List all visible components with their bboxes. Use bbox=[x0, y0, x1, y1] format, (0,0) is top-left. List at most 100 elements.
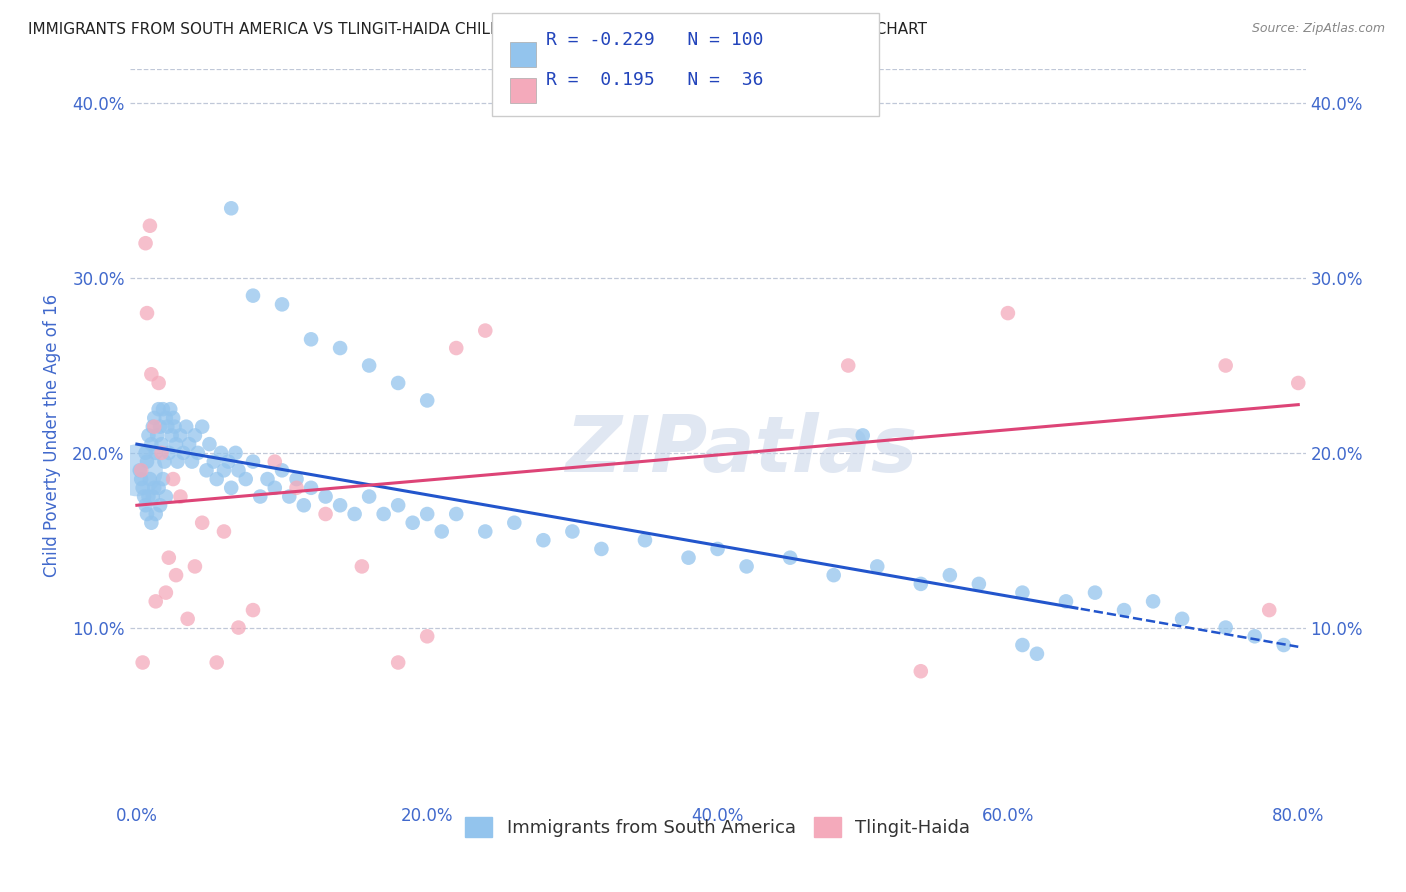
Point bbox=[148, 402, 170, 417]
Point bbox=[315, 490, 337, 504]
Point bbox=[184, 428, 207, 442]
Point bbox=[162, 472, 184, 486]
Point bbox=[866, 559, 889, 574]
Point bbox=[837, 359, 859, 373]
Point bbox=[416, 629, 439, 643]
Point bbox=[165, 568, 187, 582]
Point bbox=[174, 419, 197, 434]
Point bbox=[141, 437, 163, 451]
Point bbox=[209, 446, 232, 460]
Point bbox=[373, 507, 395, 521]
Point bbox=[169, 428, 191, 442]
Point bbox=[132, 490, 155, 504]
Point bbox=[205, 656, 228, 670]
Point bbox=[1243, 629, 1265, 643]
Point bbox=[242, 603, 264, 617]
Point bbox=[271, 463, 294, 477]
Point bbox=[263, 481, 285, 495]
Point bbox=[531, 533, 554, 548]
Point bbox=[202, 454, 225, 468]
Point bbox=[503, 516, 526, 530]
Point bbox=[148, 481, 170, 495]
Point bbox=[1112, 603, 1135, 617]
Point bbox=[235, 472, 257, 486]
Point bbox=[387, 656, 409, 670]
Point bbox=[138, 490, 160, 504]
Point bbox=[135, 446, 157, 460]
Point bbox=[779, 550, 801, 565]
Point bbox=[143, 411, 166, 425]
Point bbox=[142, 490, 165, 504]
Point bbox=[997, 306, 1019, 320]
Point bbox=[179, 437, 201, 451]
Point bbox=[138, 428, 160, 442]
Point bbox=[141, 368, 163, 382]
Point bbox=[285, 481, 308, 495]
Point bbox=[145, 446, 167, 460]
Point bbox=[205, 472, 228, 486]
Point bbox=[131, 656, 153, 670]
Point bbox=[155, 411, 177, 425]
Point bbox=[150, 437, 173, 451]
Text: IMMIGRANTS FROM SOUTH AMERICA VS TLINGIT-HAIDA CHILD POVERTY UNDER THE AGE OF 16: IMMIGRANTS FROM SOUTH AMERICA VS TLINGIT… bbox=[28, 22, 927, 37]
Point bbox=[387, 376, 409, 390]
Point bbox=[155, 490, 177, 504]
Text: R = -0.229   N = 100: R = -0.229 N = 100 bbox=[546, 31, 763, 49]
Point bbox=[1272, 638, 1295, 652]
Point bbox=[474, 524, 496, 539]
Text: ZIPatlas: ZIPatlas bbox=[565, 412, 917, 488]
Point bbox=[128, 463, 150, 477]
Point bbox=[135, 498, 157, 512]
Text: R =  0.195   N =  36: R = 0.195 N = 36 bbox=[546, 71, 763, 89]
Point bbox=[1286, 376, 1309, 390]
Point bbox=[242, 288, 264, 302]
Point bbox=[299, 481, 322, 495]
Point bbox=[141, 516, 163, 530]
Point bbox=[125, 463, 148, 477]
Point bbox=[1142, 594, 1164, 608]
Point bbox=[416, 393, 439, 408]
Point bbox=[136, 507, 159, 521]
Point bbox=[402, 516, 425, 530]
Point bbox=[1215, 359, 1237, 373]
Point bbox=[191, 516, 214, 530]
Point bbox=[292, 498, 315, 512]
Point bbox=[359, 490, 381, 504]
Point bbox=[212, 524, 235, 539]
Point bbox=[146, 428, 169, 442]
Point bbox=[416, 507, 439, 521]
Point bbox=[299, 332, 322, 346]
Point bbox=[135, 236, 157, 251]
Point bbox=[155, 585, 177, 599]
Point bbox=[195, 463, 218, 477]
Point bbox=[735, 559, 758, 574]
Point bbox=[444, 507, 467, 521]
Point bbox=[176, 612, 198, 626]
Point bbox=[278, 490, 301, 504]
Point bbox=[217, 454, 239, 468]
Point bbox=[152, 472, 174, 486]
Point bbox=[343, 507, 366, 521]
Point bbox=[165, 437, 187, 451]
Point bbox=[1258, 603, 1281, 617]
Point bbox=[910, 577, 932, 591]
Point bbox=[143, 419, 166, 434]
Point bbox=[172, 446, 194, 460]
Point bbox=[1026, 647, 1049, 661]
Point bbox=[678, 550, 700, 565]
Point bbox=[149, 498, 172, 512]
Point bbox=[350, 559, 373, 574]
Point bbox=[249, 490, 271, 504]
Point bbox=[145, 507, 167, 521]
Point bbox=[271, 297, 294, 311]
Point bbox=[823, 568, 845, 582]
Point bbox=[910, 665, 932, 679]
Point bbox=[1054, 594, 1077, 608]
Point bbox=[136, 306, 159, 320]
Point bbox=[359, 359, 381, 373]
Point bbox=[160, 428, 183, 442]
Point bbox=[162, 411, 184, 425]
Point bbox=[148, 376, 170, 390]
Point bbox=[315, 507, 337, 521]
Point bbox=[181, 454, 204, 468]
